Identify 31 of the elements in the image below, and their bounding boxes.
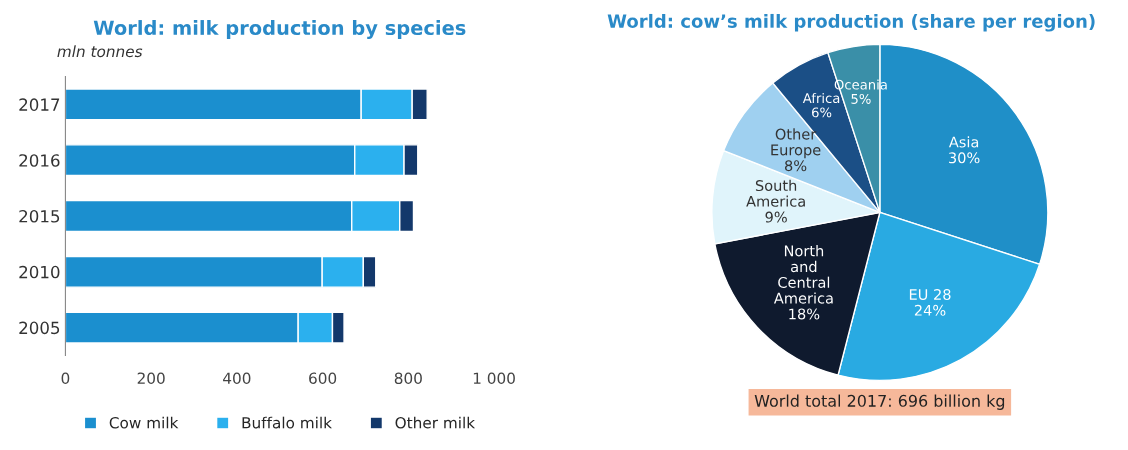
legend-label: Cow milk: [109, 416, 179, 429]
y-tick-label: 2005: [19, 321, 60, 335]
data-label: 18%: [789, 308, 820, 320]
slice-label: Africa: [802, 92, 840, 104]
slice-label: South America: [746, 179, 805, 207]
data-label: 30%: [949, 152, 980, 164]
slice-label: Other Europe: [771, 128, 821, 159]
slice-label: EU 28: [909, 288, 951, 301]
data-label: 8%: [784, 160, 807, 172]
x-tick-label: 1 000: [473, 372, 515, 384]
chart-title: World: milk production by species: [93, 20, 466, 40]
x-tick-label: 200: [137, 372, 165, 384]
x-tick-label: 600: [309, 372, 337, 384]
chart-title: World: cow’s milk production (share per region): [607, 13, 1095, 32]
slice-label: North and Central America: [773, 245, 833, 304]
x-axis-title: mln tonnes: [57, 45, 143, 58]
legend-label: Buffalo milk: [242, 416, 332, 429]
text: World total 2017: 696 billion kg: [754, 394, 1005, 410]
y-tick-label: 2016: [19, 154, 60, 167]
data-label: 24%: [914, 304, 946, 316]
slice-label: Asia: [948, 136, 979, 148]
data-label: 6%: [812, 107, 832, 118]
y-tick-label: 2017: [19, 98, 60, 111]
x-tick-label: 0: [61, 372, 70, 384]
x-tick-label: 400: [223, 372, 251, 384]
y-tick-label: 2015: [19, 209, 60, 223]
y-tick-label: 2010: [19, 265, 60, 279]
x-tick-label: 800: [394, 372, 422, 384]
legend-label: Other milk: [395, 416, 476, 429]
data-label: 5%: [851, 93, 871, 104]
data-label: 9%: [765, 211, 787, 223]
